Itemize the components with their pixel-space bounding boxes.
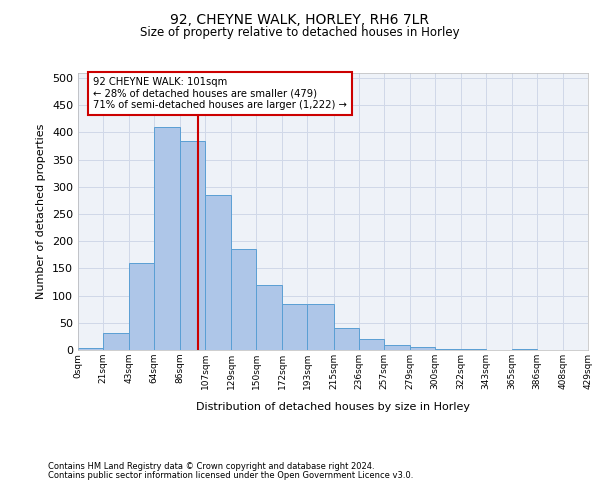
Bar	[154, 127, 180, 350]
Bar	[283, 304, 307, 350]
Bar	[383, 344, 410, 350]
Bar	[410, 348, 434, 350]
Text: Contains public sector information licensed under the Open Government Licence v3: Contains public sector information licen…	[48, 471, 413, 480]
Text: Contains HM Land Registry data © Crown copyright and database right 2024.: Contains HM Land Registry data © Crown c…	[48, 462, 374, 471]
Bar	[307, 304, 334, 350]
Text: 92 CHEYNE WALK: 101sqm
← 28% of detached houses are smaller (479)
71% of semi-de: 92 CHEYNE WALK: 101sqm ← 28% of detached…	[94, 77, 347, 110]
Bar	[205, 195, 232, 350]
Bar	[256, 284, 283, 350]
Text: Distribution of detached houses by size in Horley: Distribution of detached houses by size …	[196, 402, 470, 412]
Bar	[434, 349, 461, 350]
Bar	[232, 250, 256, 350]
Bar	[359, 339, 383, 350]
Y-axis label: Number of detached properties: Number of detached properties	[37, 124, 46, 299]
Bar	[334, 328, 359, 350]
Bar	[103, 332, 129, 350]
Bar	[180, 140, 205, 350]
Bar	[78, 348, 103, 350]
Bar	[129, 263, 154, 350]
Text: Size of property relative to detached houses in Horley: Size of property relative to detached ho…	[140, 26, 460, 39]
Text: 92, CHEYNE WALK, HORLEY, RH6 7LR: 92, CHEYNE WALK, HORLEY, RH6 7LR	[170, 12, 430, 26]
